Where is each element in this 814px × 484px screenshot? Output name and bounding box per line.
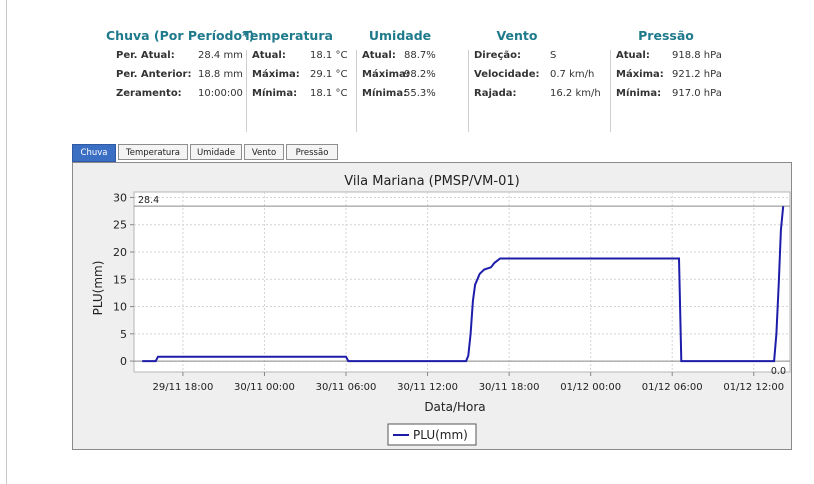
stats-group-title: Umidade <box>368 28 432 43</box>
stats-group-title: Vento <box>496 28 538 43</box>
stats-label: Mínima: <box>252 88 298 99</box>
stats-label: Mínima: <box>362 88 408 99</box>
plot-area <box>133 191 791 373</box>
y-tick-label: 20 <box>113 246 127 259</box>
series-line-plu <box>142 206 785 363</box>
stats-label: Direção: <box>474 50 521 61</box>
stats-value: 16.2 km/h <box>550 88 601 99</box>
stats-label: Atual: <box>252 50 286 61</box>
stats-separator <box>468 50 469 132</box>
tab-temperatura[interactable]: Temperatura <box>118 144 188 160</box>
y-tick-label: 30 <box>113 191 127 204</box>
stats-value: 18.1 °C <box>310 50 348 61</box>
stats-separator <box>246 50 247 132</box>
legend-box <box>387 423 477 446</box>
stats-group-title: Temperatura <box>243 28 333 43</box>
tab-vento[interactable]: Vento <box>244 144 284 160</box>
stats-value: 88.7% <box>404 50 436 61</box>
y-tick-label: 0 <box>120 355 127 368</box>
x-tick-label: 30/11 00:00 <box>234 382 295 393</box>
stats-group-title: Pressão <box>638 28 694 43</box>
stats-label: Mínima: <box>616 88 662 99</box>
stats-label: Zeramento: <box>116 88 182 99</box>
x-axis-label: Data/Hora <box>424 400 485 414</box>
y-tick-label: 5 <box>120 328 127 341</box>
stats-label: Rajada: <box>474 88 517 99</box>
chart-title: Vila Mariana (PMSP/VM-01) <box>344 174 519 189</box>
x-tick-label: 30/11 18:00 <box>479 382 540 393</box>
y-tick-label: 25 <box>113 219 127 232</box>
stats-value: 918.8 hPa <box>672 50 722 61</box>
stats-separator <box>610 50 611 132</box>
reference-label: 28.4 <box>138 195 159 206</box>
x-axis: 29/11 18:00 30/11 00:00 30/11 06:00 30/11 1… <box>153 372 784 393</box>
stats-value: 98.2% <box>404 69 436 80</box>
stats-value: 917.0 hPa <box>672 88 722 99</box>
x-tick-label: 30/11 12:00 <box>397 382 458 393</box>
y-axis: 0 5 10 15 20 25 30 <box>113 191 134 368</box>
stats-label: Máxima: <box>252 69 300 80</box>
stats-value: S <box>550 50 557 61</box>
stats-value: 29.1 °C <box>310 69 348 80</box>
x-tick-label: 30/11 06:00 <box>316 382 377 393</box>
x-tick-label: 29/11 18:00 <box>153 382 214 393</box>
stats-separator <box>356 50 357 132</box>
legend-label: PLU(mm) <box>413 428 468 442</box>
chart-panel: 28.4 0.0 0 5 10 15 20 25 30 29/11 18:00 30/11 00… <box>72 162 792 450</box>
stats-value: 55.3% <box>404 88 436 99</box>
legend: PLU(mm) <box>387 423 477 446</box>
stats-group-title: Chuva (Por Período*) <box>106 28 255 43</box>
y-axis-label: PLU(mm) <box>91 261 105 316</box>
stats-label: Per. Anterior: <box>116 69 192 80</box>
x-tick-label: 01/12 12:00 <box>723 382 784 393</box>
stats-value: 10:00:00 <box>198 88 243 99</box>
stats-value: 921.2 hPa <box>672 69 722 80</box>
tab-umidade[interactable]: Umidade <box>190 144 242 160</box>
stats-label: Máxima: <box>616 69 664 80</box>
stats-value: 28.4 mm <box>198 50 243 61</box>
tab-chuva[interactable]: Chuva <box>72 144 116 162</box>
reference-label: 0.0 <box>771 366 786 377</box>
stats-value: 18.1 °C <box>310 88 348 99</box>
x-tick-label: 01/12 06:00 <box>642 382 703 393</box>
x-tick-label: 01/12 00:00 <box>560 382 621 393</box>
tab-pressao[interactable]: Pressão <box>286 144 338 160</box>
stats-label: Per. Atual: <box>116 50 175 61</box>
y-tick-label: 15 <box>113 273 127 286</box>
stats-label: Máxima: <box>362 69 410 80</box>
page-left-border <box>6 0 7 484</box>
y-tick-label: 10 <box>113 301 127 314</box>
stats-value: 18.8 mm <box>198 69 243 80</box>
rainfall-chart: 28.4 0.0 0 5 10 15 20 25 30 29/11 18:00 30/11 00… <box>91 174 791 446</box>
stats-label: Atual: <box>362 50 396 61</box>
stats-value: 0.7 km/h <box>550 69 595 80</box>
stats-label: Atual: <box>616 50 650 61</box>
stats-label: Velocidade: <box>474 69 540 80</box>
